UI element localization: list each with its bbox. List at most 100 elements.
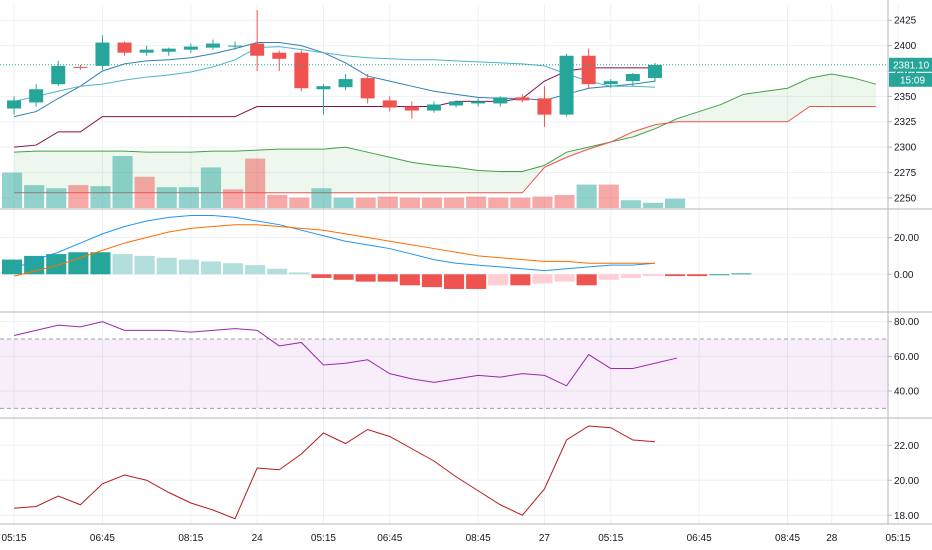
macd-histogram-bar [355,274,376,282]
volume-bar [267,195,288,208]
macd-layer [2,215,752,289]
candle-body [382,100,397,108]
price-y-tick-label: 2300 [894,143,917,154]
rsi-layer [0,321,888,409]
lower-indicator-layer [14,425,655,520]
x-tick-label: 27 [539,533,551,544]
macd-histogram-bar [488,274,509,286]
lower-indicator-line [14,425,655,520]
x-tick-label: 24 [252,533,264,544]
volume-bar [466,196,487,208]
macd-histogram-bar [156,257,177,275]
macd-histogram-bar [333,274,354,280]
x-tick-label: 08:45 [466,533,491,544]
macd-histogram-bar [444,274,465,289]
macd-signal-line [13,224,655,277]
volume-bar [510,197,531,208]
price-y-tick-label: 2400 [894,41,917,52]
macd-histogram-bar [466,274,487,289]
volume-bar [24,185,45,208]
candle-body [316,86,331,90]
candle-body [471,101,486,104]
candle-body [117,42,132,53]
macd-histogram-bar [245,265,266,275]
volume-bar [46,188,67,208]
candle-body [272,52,287,59]
volume-bar [223,189,244,208]
ma-teal-line [13,46,655,102]
x-tick-label: 05:15 [2,533,27,544]
macd-histogram-bar [576,274,597,286]
rsi-line [13,321,678,387]
volume-bar [665,198,686,208]
candle-body [73,66,88,68]
macd-histogram-bar [134,255,155,275]
volume-bar [642,202,663,208]
macd-line [13,215,655,272]
volume-bar [112,156,133,208]
candle-body [29,89,44,103]
cloud-upper-line [14,73,877,172]
rsi-band [0,339,888,409]
ma-blue-line [13,42,656,118]
candle-body [449,101,464,106]
price-y-tick-label: 2275 [894,168,917,179]
macd-histogram-bar [642,274,663,277]
candle-body [537,98,552,115]
volume-bar [576,184,597,208]
macd-histogram-bar [46,254,67,275]
countdown-label: 15:09 [900,75,925,86]
candle-body [228,45,243,47]
volume-bar [355,197,376,208]
candle-body [404,106,419,111]
volume-bar [532,196,553,208]
countdown-badge [889,72,932,87]
macd-histogram-bar [665,274,686,277]
volume-bar [333,197,354,208]
candle-body [139,49,154,53]
candle-body [51,65,66,85]
candle-body [559,55,574,115]
macd-histogram-bar [554,274,575,282]
macd-histogram-bar [178,259,199,275]
macd-y-tick-label: 20.00 [894,233,919,244]
volume-bar [444,197,465,208]
last-price-badge [889,57,932,72]
ma-red-line [14,67,655,148]
x-tick-label: 06:45 [687,533,712,544]
candle-body [581,55,596,85]
cloud-area [14,74,876,193]
candle-body [515,97,530,101]
macd-histogram-bar [377,274,398,282]
candle-body [603,81,618,85]
volume-bar [598,184,619,208]
volume-bar [311,188,332,208]
candle-body [647,64,662,79]
moving-average-layer [13,42,656,148]
x-tick-label: 05:15 [598,533,623,544]
x-tick-label: 08:15 [178,533,203,544]
volume-bar [554,195,575,208]
candle-body [7,100,22,109]
macd-histogram-bar [223,263,244,275]
price-label-layer: 2381.10 15:09 [889,57,932,87]
macd-histogram-bar [90,252,111,275]
volume-bar [421,197,442,208]
volume-bar [156,187,177,208]
x-tick-label: 05:15 [311,533,336,544]
candle-body [205,43,220,48]
last-price-label: 2381.10 [893,60,930,71]
macd-histogram-bar [289,272,310,275]
macd-histogram-bar [709,274,730,276]
candle-body [360,78,375,99]
volume-bar [134,176,155,208]
volume-bar [178,187,199,208]
macd-histogram-bar [2,259,23,275]
macd-histogram-bar [510,274,531,286]
macd-histogram-bar [311,274,332,278]
volume-layer [2,156,686,208]
x-tick-label: 28 [826,533,838,544]
